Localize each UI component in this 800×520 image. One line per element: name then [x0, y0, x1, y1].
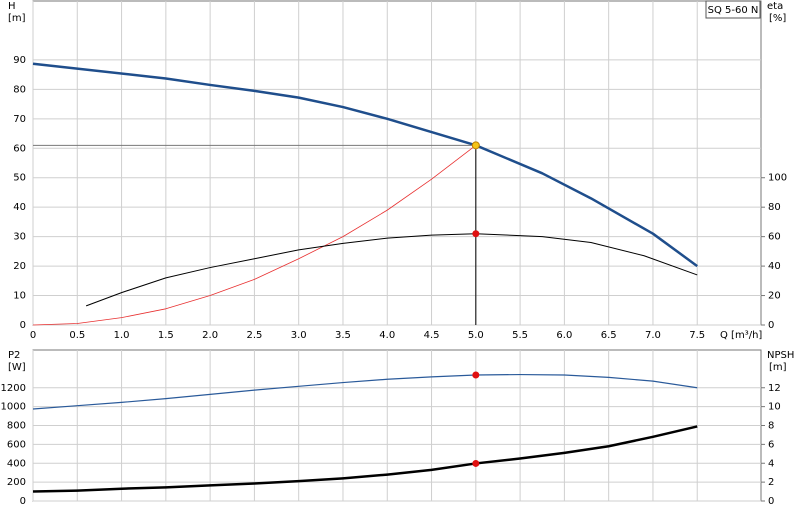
y-tick-label: 0	[20, 496, 26, 507]
y2-tick-label: 12	[768, 383, 781, 394]
x-tick-label: 5.5	[512, 330, 528, 341]
x-tick-label: 0.5	[69, 330, 85, 341]
x-tick-label: 0	[30, 330, 36, 341]
x-tick-label: 6.5	[601, 330, 617, 341]
y-tick-label: 40	[13, 202, 26, 213]
y-tick-label: 50	[13, 173, 26, 184]
x-tick-label: 7.0	[645, 330, 661, 341]
y2-axis-unit: [m]	[769, 362, 787, 373]
plot-frame	[32, 0, 762, 326]
x-tick-label: 7.5	[689, 330, 705, 341]
y2-tick-label: 100	[768, 173, 787, 184]
y-tick-label: 600	[7, 439, 26, 450]
y2-tick-label: 60	[768, 232, 781, 243]
y2-tick-label: 80	[768, 202, 781, 213]
y-tick-label: 400	[7, 458, 26, 469]
y-tick-label: 20	[13, 261, 26, 272]
curve	[32, 373, 698, 410]
x-tick-label: 3.0	[291, 330, 307, 341]
y-tick-label: 80	[13, 84, 26, 95]
x-axis-label: Q [m³/h]	[720, 330, 762, 341]
y2-axis-label: eta	[767, 1, 783, 12]
x-tick-label: 1.0	[114, 330, 130, 341]
y2-axis-label: NPSH	[767, 350, 794, 361]
title-box	[705, 0, 761, 19]
y2-tick-label: 40	[768, 261, 781, 272]
x-tick-label: 3.5	[335, 330, 351, 341]
y2-tick-label: 4	[768, 458, 774, 469]
y-tick-label: 200	[7, 477, 26, 488]
x-tick-label: 5.0	[468, 330, 484, 341]
y-tick-label: 60	[13, 143, 26, 154]
curve	[32, 62, 698, 268]
y-tick-label: 1000	[1, 402, 26, 413]
curve	[32, 425, 698, 493]
y-axis-unit: [m]	[8, 13, 26, 24]
y-tick-label: 10	[13, 291, 26, 302]
curve	[85, 233, 698, 307]
y2-tick-label: 0	[768, 320, 774, 331]
y-tick-label: 70	[13, 114, 26, 125]
duty-point	[471, 141, 480, 150]
x-tick-label: 4.0	[379, 330, 395, 341]
y-tick-label: 0	[20, 320, 26, 331]
chart-title: SQ 5-60 N	[708, 5, 759, 16]
y-axis-unit: [W]	[8, 362, 26, 373]
x-tick-label: 1.5	[158, 330, 174, 341]
y2-tick-label: 6	[768, 439, 774, 450]
y-axis-label: H	[8, 1, 16, 12]
y2-axis-unit: [%]	[769, 13, 786, 24]
duty-point	[472, 459, 480, 467]
curve	[32, 145, 477, 326]
x-tick-label: 2.0	[202, 330, 218, 341]
y-tick-label: 30	[13, 232, 26, 243]
y2-tick-label: 2	[768, 477, 774, 488]
duty-point	[472, 230, 480, 238]
y2-tick-label: 20	[768, 291, 781, 302]
x-tick-label: 2.5	[246, 330, 262, 341]
y2-tick-label: 10	[768, 402, 781, 413]
duty-point	[472, 371, 480, 379]
y-tick-label: 1200	[1, 383, 26, 394]
y-axis-label: P2	[8, 350, 20, 361]
y2-tick-label: 0	[768, 496, 774, 507]
y2-tick-label: 8	[768, 421, 774, 432]
y-tick-label: 90	[13, 55, 26, 66]
y-tick-label: 800	[7, 421, 26, 432]
x-tick-label: 6.0	[556, 330, 572, 341]
x-tick-label: 4.5	[424, 330, 440, 341]
